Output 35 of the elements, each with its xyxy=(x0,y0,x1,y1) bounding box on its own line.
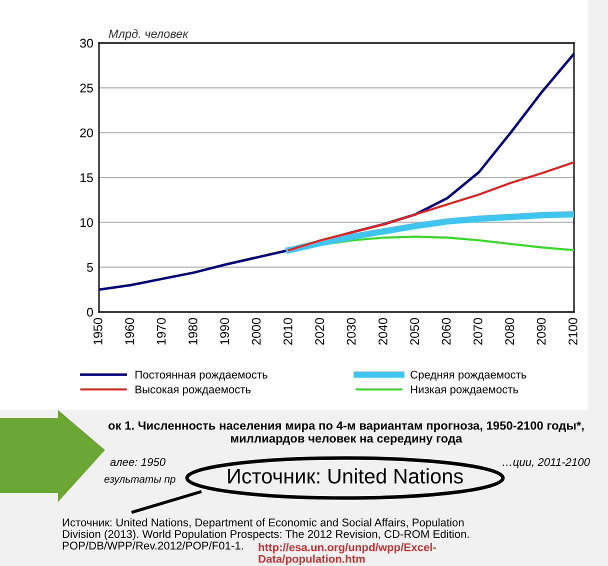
y-tick-label: 5 xyxy=(86,263,93,272)
y-tick-label: 15 xyxy=(80,173,93,182)
text: http://esa.un.org/unpd/wpp/Excel- Data/population.htm xyxy=(258,543,436,565)
y-axis-title: Млрд. человек xyxy=(108,29,189,40)
text: ок 1. Численность населения мира по 4-м вариантам прогноза, 1950-2100 годы*, миллиардов человек на середину года xyxy=(108,421,584,445)
y-tick-label: 10 xyxy=(80,218,93,227)
text: езультаты пр xyxy=(104,477,176,485)
x-tick-label: 1960 xyxy=(125,318,134,344)
x-tick-label: 2060 xyxy=(442,318,451,345)
line-series xyxy=(288,161,574,252)
x-tick-label: 1990 xyxy=(220,318,230,344)
x-tick-label: 2090 xyxy=(536,318,546,345)
x-tick-label: 2070 xyxy=(474,318,482,345)
y-tick-label: 0 xyxy=(86,308,93,317)
x-tick-label: 1950 xyxy=(94,318,102,344)
text: алее: 1950 xyxy=(110,458,166,466)
x-tick-label: 2010 xyxy=(284,318,292,345)
y-tick-label: 30 xyxy=(80,38,93,48)
y-tick-label: 20 xyxy=(80,128,93,138)
y-tick-label: 25 xyxy=(80,84,93,92)
x-tick-label: 2050 xyxy=(410,318,420,345)
x-tick-label: 2040 xyxy=(378,318,388,345)
x-tick-label: 2100 xyxy=(568,318,578,345)
x-tick-label: 2080 xyxy=(505,318,514,345)
x-tick-label: 1970 xyxy=(156,318,166,344)
legend-label: Постоянная рождаемость xyxy=(136,370,268,381)
text: …ции, 2011-2100 xyxy=(502,458,590,468)
x-tick-label: 1980 xyxy=(188,318,198,344)
legend-label: Низкая рождаемость xyxy=(410,386,518,396)
legend-label: Высокая рождаемость xyxy=(136,386,251,396)
legend-label: Средняя рождаемость xyxy=(410,370,526,381)
text: Источник: United Nations xyxy=(228,468,463,484)
x-tick-label: 2000 xyxy=(252,318,261,345)
x-tick-label: 2030 xyxy=(346,318,356,345)
x-tick-label: 2020 xyxy=(315,318,324,345)
